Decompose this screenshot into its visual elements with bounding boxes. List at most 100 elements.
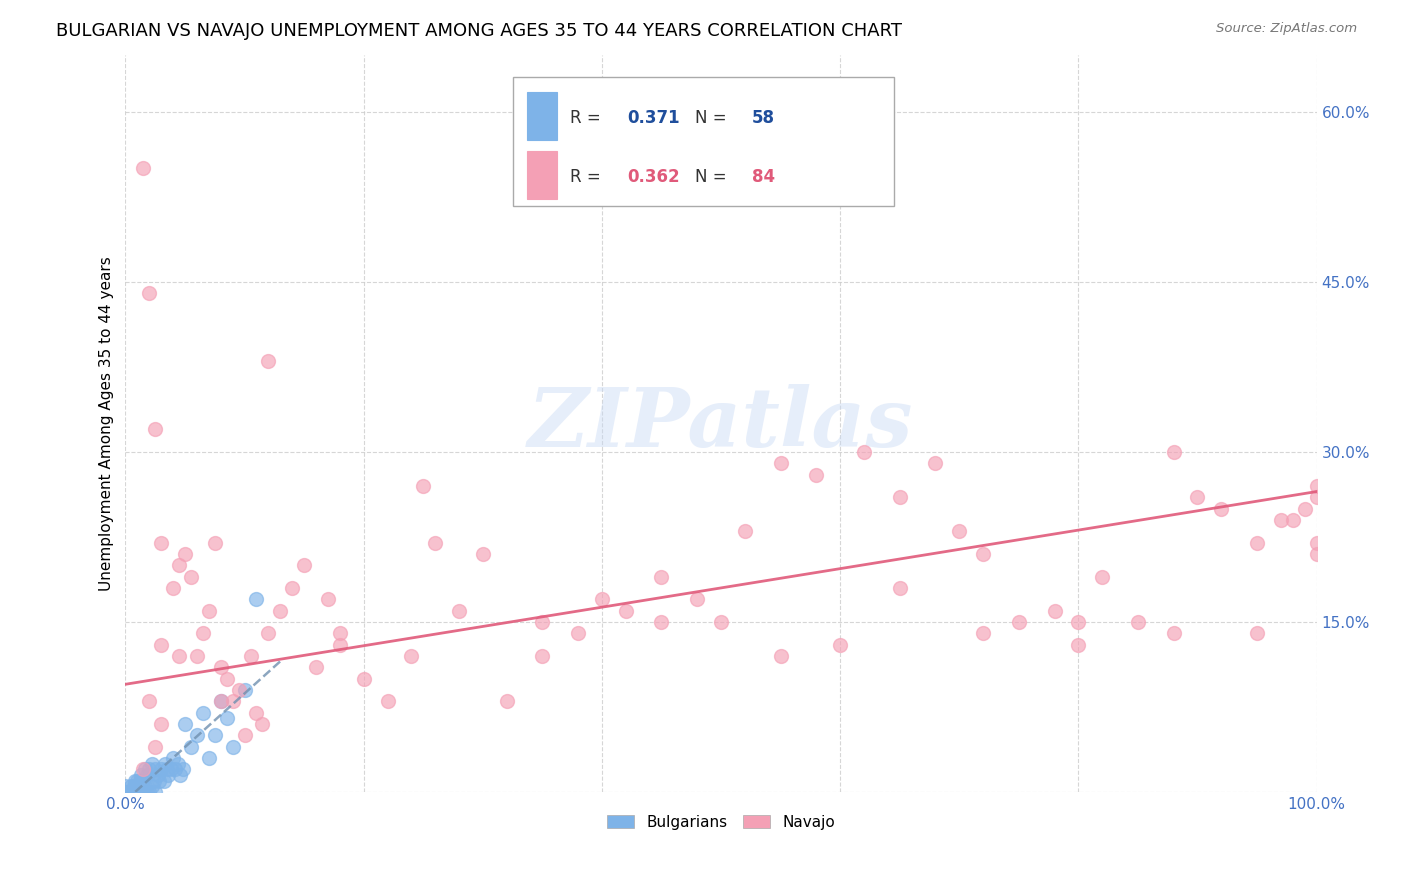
Point: [180, 569, 202, 583]
Text: 0.362: 0.362: [627, 168, 679, 186]
Text: 58: 58: [752, 109, 775, 127]
Point: [209, 660, 232, 674]
Legend: Bulgarians, Navajo: Bulgarians, Navajo: [600, 809, 841, 836]
Point: [1091, 569, 1114, 583]
Point: [138, 694, 160, 708]
Point: [124, 773, 146, 788]
Point: [159, 762, 181, 776]
Point: [1126, 615, 1149, 629]
Text: R =: R =: [569, 168, 606, 186]
Point: [135, 785, 157, 799]
Point: [614, 604, 637, 618]
Text: Source: ZipAtlas.com: Source: ZipAtlas.com: [1216, 22, 1357, 36]
Point: [769, 456, 792, 470]
Point: [1067, 638, 1090, 652]
Point: [1294, 501, 1316, 516]
Point: [120, 779, 142, 793]
Point: [1246, 626, 1268, 640]
Point: [221, 694, 243, 708]
Point: [143, 773, 166, 788]
Point: [1067, 615, 1090, 629]
Point: [125, 779, 148, 793]
Point: [591, 592, 613, 607]
Point: [257, 354, 280, 368]
Point: [233, 682, 256, 697]
Point: [174, 547, 197, 561]
Point: [209, 694, 232, 708]
Point: [167, 648, 190, 663]
Point: [972, 547, 994, 561]
Point: [1246, 535, 1268, 549]
Point: [180, 739, 202, 754]
Point: [146, 768, 169, 782]
Point: [127, 773, 149, 788]
Point: [114, 785, 136, 799]
Point: [650, 569, 672, 583]
Point: [134, 779, 156, 793]
Y-axis label: Unemployment Among Ages 35 to 44 years: Unemployment Among Ages 35 to 44 years: [100, 256, 114, 591]
Text: N =: N =: [695, 168, 731, 186]
Point: [150, 535, 173, 549]
Point: [228, 682, 250, 697]
Point: [118, 785, 141, 799]
Point: [162, 581, 184, 595]
Point: [120, 785, 142, 799]
Point: [122, 779, 145, 793]
Point: [156, 762, 179, 776]
Text: 84: 84: [752, 168, 775, 186]
Point: [292, 558, 315, 573]
Point: [118, 785, 141, 799]
Point: [186, 648, 208, 663]
Point: [191, 626, 214, 640]
Point: [141, 779, 163, 793]
Point: [129, 785, 152, 799]
Point: [143, 739, 166, 754]
Point: [1305, 490, 1327, 504]
Point: [257, 626, 280, 640]
Point: [198, 604, 221, 618]
Point: [135, 768, 157, 782]
Point: [329, 638, 352, 652]
Point: [329, 626, 352, 640]
Text: BULGARIAN VS NAVAJO UNEMPLOYMENT AMONG AGES 35 TO 44 YEARS CORRELATION CHART: BULGARIAN VS NAVAJO UNEMPLOYMENT AMONG A…: [56, 22, 903, 40]
Point: [143, 785, 166, 799]
Point: [252, 717, 274, 731]
Point: [134, 762, 156, 776]
Point: [120, 785, 142, 799]
Point: [114, 779, 136, 793]
Point: [806, 467, 828, 482]
Point: [143, 422, 166, 436]
Point: [305, 660, 328, 674]
Point: [281, 581, 304, 595]
Point: [132, 762, 155, 776]
Point: [129, 768, 152, 782]
Point: [710, 615, 733, 629]
Point: [127, 785, 149, 799]
Point: [1305, 547, 1327, 561]
Text: ZIPatlas: ZIPatlas: [529, 384, 914, 464]
Point: [148, 773, 170, 788]
Point: [204, 728, 226, 742]
Point: [531, 648, 554, 663]
Point: [143, 762, 166, 776]
Point: [239, 648, 262, 663]
Point: [1270, 513, 1292, 527]
Point: [769, 648, 792, 663]
Point: [353, 672, 375, 686]
Point: [1305, 535, 1327, 549]
Point: [138, 785, 160, 799]
Point: [128, 773, 150, 788]
Point: [215, 711, 238, 725]
Point: [233, 728, 256, 742]
Point: [215, 672, 238, 686]
Point: [209, 694, 232, 708]
Point: [377, 694, 399, 708]
Point: [167, 558, 190, 573]
Point: [198, 751, 221, 765]
Point: [423, 535, 446, 549]
Point: [132, 785, 155, 799]
Point: [191, 706, 214, 720]
Point: [830, 638, 852, 652]
Point: [1163, 445, 1185, 459]
Point: [495, 694, 517, 708]
